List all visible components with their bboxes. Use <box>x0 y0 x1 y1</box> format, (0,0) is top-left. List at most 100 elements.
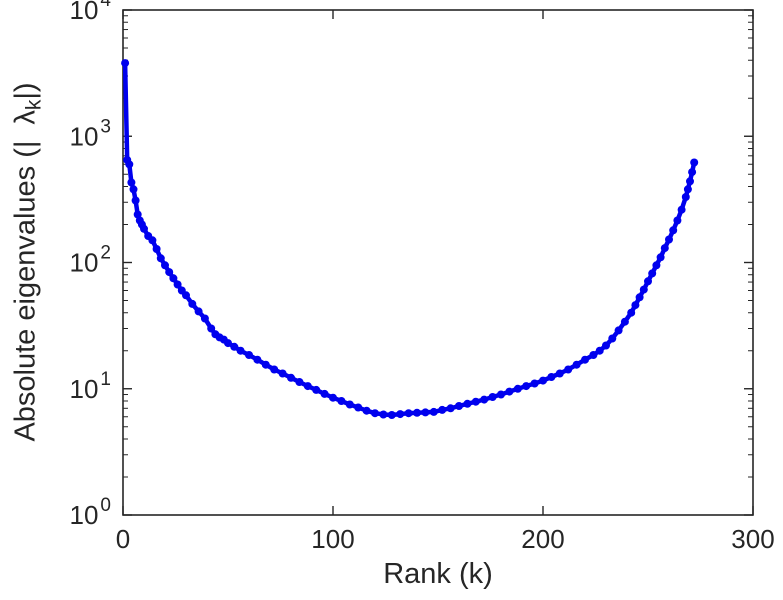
data-point <box>522 382 531 391</box>
data-point <box>608 334 617 343</box>
data-line <box>122 60 697 418</box>
lambda-symbol: λ <box>9 110 42 125</box>
data-point <box>278 369 287 378</box>
data-point <box>295 378 304 386</box>
data-point <box>396 410 405 419</box>
data-point <box>595 346 604 355</box>
data-point <box>156 254 165 263</box>
data-point <box>602 341 610 350</box>
data-point <box>413 408 421 417</box>
data-point <box>194 307 203 316</box>
data-point <box>683 185 692 194</box>
data-point <box>620 317 629 326</box>
data-point <box>287 373 295 382</box>
x-tick-label: 200 <box>521 524 564 554</box>
y-axis-label: Absolute eigenvalues (| λk|) <box>9 82 46 442</box>
data-point <box>303 382 312 391</box>
data-point <box>270 365 279 374</box>
data-point <box>644 277 652 286</box>
data-point <box>230 342 239 351</box>
data-point <box>488 393 497 401</box>
data-point <box>188 299 197 308</box>
data-point <box>505 387 514 396</box>
y-tick-label: 10 2 <box>70 243 112 278</box>
data-point <box>648 269 657 278</box>
y-tick-label: 10 1 <box>70 369 112 404</box>
data-point <box>253 355 262 364</box>
data-point <box>371 409 379 418</box>
data-point <box>581 355 589 364</box>
data-point <box>129 185 138 194</box>
data-point <box>677 205 686 214</box>
data-markers <box>121 59 699 419</box>
data-point <box>224 339 232 348</box>
data-point <box>387 411 396 419</box>
data-point <box>354 403 363 412</box>
data-point <box>669 226 678 235</box>
data-point <box>635 293 644 302</box>
data-point <box>161 261 169 270</box>
data-point <box>539 376 547 385</box>
data-point <box>471 397 480 406</box>
y-axis-label-prefix: Absolute eigenvalues (| <box>9 140 42 442</box>
x-axis-label-text: Rank (k) <box>383 558 493 590</box>
data-point <box>152 245 161 253</box>
data-point <box>207 324 216 333</box>
data-point <box>200 314 209 323</box>
data-point <box>121 59 130 68</box>
data-point <box>555 369 564 378</box>
x-tick-label: 300 <box>731 524 774 554</box>
data-point <box>614 326 623 335</box>
data-point <box>337 397 346 405</box>
data-point <box>261 360 270 369</box>
data-point <box>429 407 438 416</box>
data-point <box>564 365 573 374</box>
data-point <box>362 406 371 415</box>
data-point <box>245 351 253 359</box>
data-point <box>236 346 245 355</box>
data-point <box>660 244 669 253</box>
data-point <box>131 196 140 205</box>
data-point <box>690 158 699 167</box>
data-point <box>627 308 636 317</box>
data-point <box>312 385 321 394</box>
data-point <box>320 389 329 398</box>
y-axis-label-suffix: |) <box>9 82 42 100</box>
data-point <box>681 193 690 201</box>
data-point <box>513 384 522 393</box>
y-tick-label: 10 0 <box>70 495 112 530</box>
data-point <box>455 402 463 410</box>
x-axis-label: Rank (k) <box>383 558 493 591</box>
data-point <box>438 405 447 414</box>
data-point <box>148 236 157 245</box>
data-point <box>589 351 598 359</box>
data-point <box>547 373 556 381</box>
data-point <box>497 390 505 399</box>
data-point <box>421 408 430 417</box>
data-point <box>631 301 640 310</box>
x-tick-label: 100 <box>311 524 354 554</box>
data-point <box>688 168 697 177</box>
data-point <box>463 399 472 408</box>
y-tick-label: 10 3 <box>70 116 112 151</box>
data-point <box>379 410 388 419</box>
data-point <box>165 268 174 277</box>
lambda-subscript: k <box>22 99 46 111</box>
data-point <box>652 261 661 270</box>
data-point <box>656 253 665 262</box>
data-point <box>639 285 648 294</box>
data-point <box>169 274 178 283</box>
data-point <box>182 291 190 300</box>
data-point <box>673 216 682 225</box>
data-point <box>686 177 694 186</box>
data-point <box>404 409 413 418</box>
data-point <box>140 224 148 233</box>
data-point <box>530 379 539 388</box>
data-point <box>572 360 581 369</box>
data-point <box>665 235 673 244</box>
y-tick-label: 10 4 <box>70 0 112 25</box>
data-point <box>480 395 489 404</box>
